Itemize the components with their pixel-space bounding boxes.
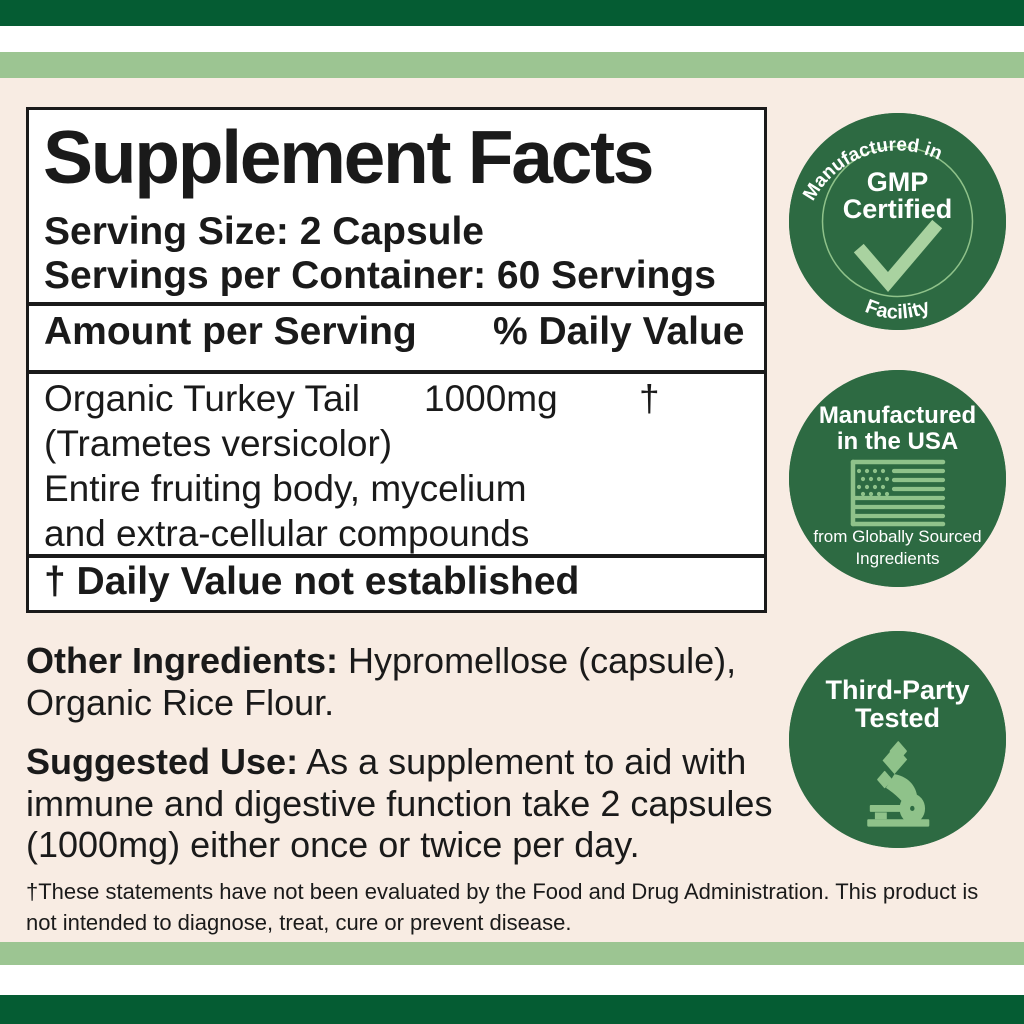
svg-text:Tested: Tested [855,703,940,733]
svg-text:in the USA: in the USA [837,428,958,455]
svg-text:Manufactured: Manufactured [819,402,976,429]
svg-text:Third-Party: Third-Party [825,675,969,705]
svg-text:from Globally Sourced: from Globally Sourced [813,527,981,546]
svg-text:GMP: GMP [867,167,929,197]
svg-text:Certified: Certified [843,194,953,224]
svg-text:Ingredients: Ingredients [855,549,939,568]
